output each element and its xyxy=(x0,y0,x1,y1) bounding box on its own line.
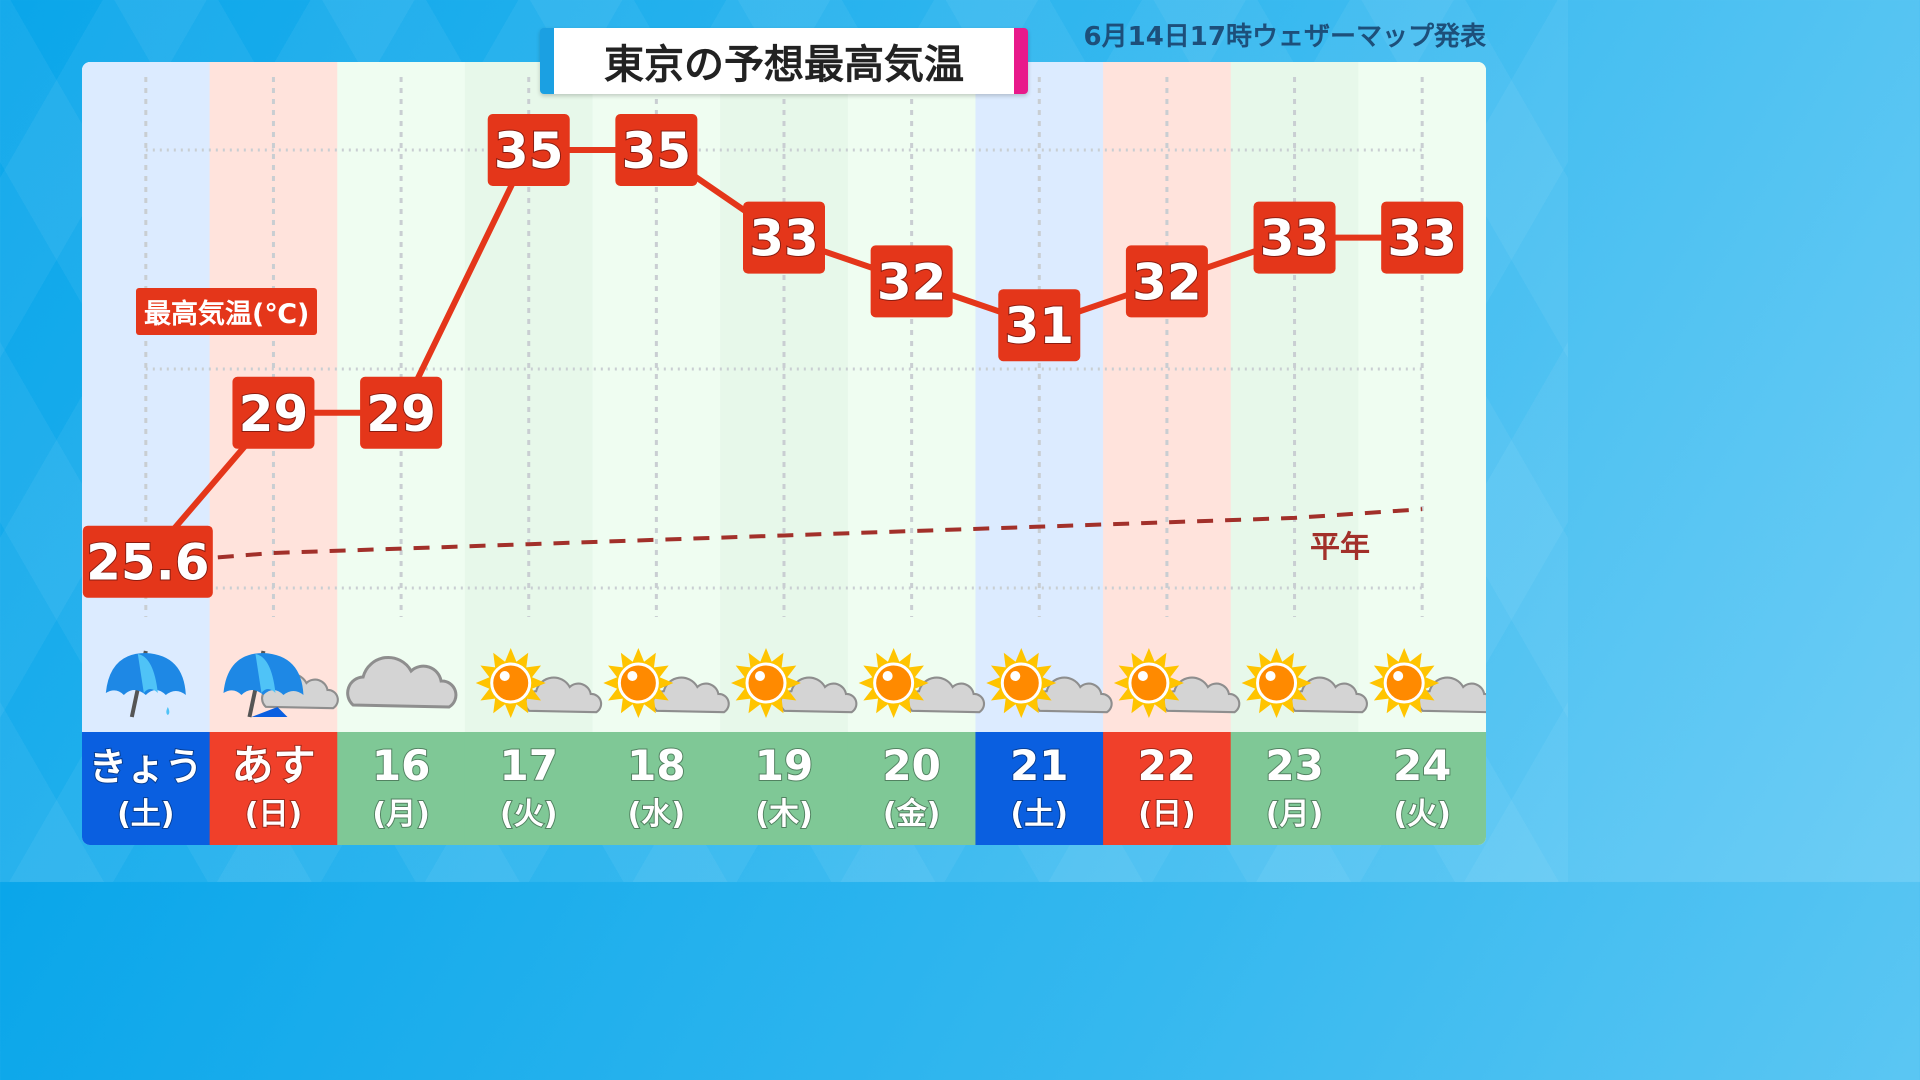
day-of-week-label: (日) xyxy=(1138,797,1195,832)
date-label: 21 xyxy=(1010,741,1068,790)
transition-arrow-icon xyxy=(251,707,288,717)
sun-icon xyxy=(603,648,674,718)
date-label: あす xyxy=(231,741,315,790)
raindrop-icon xyxy=(166,707,170,715)
rain-icon xyxy=(105,650,186,718)
date-cell xyxy=(720,732,849,845)
high-temp-label: 25.6 xyxy=(82,525,213,598)
day-of-week-label: (火) xyxy=(500,797,557,832)
day-of-week-label: (木) xyxy=(755,797,812,832)
sun-icon xyxy=(986,648,1057,718)
date-cell xyxy=(592,732,722,845)
date-label: 23 xyxy=(1265,741,1323,790)
date-cell xyxy=(1358,732,1486,845)
high-temp-label: 29 xyxy=(232,376,315,449)
temp-box xyxy=(82,525,213,598)
temp-value: 33 xyxy=(1260,210,1330,268)
sunny-cloudy-icon xyxy=(1369,648,1486,718)
page-title: 東京の予想最高気温 xyxy=(540,28,1028,94)
date-cell xyxy=(464,732,594,845)
date-cell xyxy=(337,732,466,845)
umbrella-icon xyxy=(105,650,186,718)
date-label: 22 xyxy=(1138,741,1196,790)
temp-value: 29 xyxy=(366,385,436,443)
date-cell xyxy=(975,732,1105,845)
temp-value: 31 xyxy=(1004,297,1074,355)
temp-value: 35 xyxy=(622,122,692,180)
temp-box xyxy=(360,376,443,449)
sunny-cloudy-icon xyxy=(603,648,730,718)
temp-box xyxy=(232,376,315,449)
cloudy-icon xyxy=(346,655,458,709)
temp-value: 33 xyxy=(1387,210,1457,268)
day-of-week-label: (月) xyxy=(372,797,429,832)
high-temp-label: 29 xyxy=(360,376,443,449)
date-label: 18 xyxy=(627,741,685,790)
high-temp-label: 32 xyxy=(870,245,953,318)
day-of-week-label: (火) xyxy=(1393,797,1450,832)
temp-value: 32 xyxy=(877,253,947,311)
sun-icon xyxy=(1113,648,1184,718)
high-temp-label: 33 xyxy=(743,201,825,274)
temp-value: 33 xyxy=(749,210,819,268)
sunny-cloudy-icon xyxy=(986,648,1113,718)
temp-box xyxy=(998,289,1081,362)
sunny-cloudy-icon xyxy=(1113,648,1241,718)
date-cell xyxy=(1103,732,1232,845)
sunny-cloudy-icon xyxy=(731,648,858,718)
day-of-week-label: (土) xyxy=(117,797,174,832)
date-label: 17 xyxy=(500,741,558,790)
high-temp-label: 33 xyxy=(1253,201,1336,274)
date-cell xyxy=(209,732,339,845)
temp-box xyxy=(1381,201,1464,274)
sunny-cloudy-icon xyxy=(858,648,986,718)
day-of-week-label: (土) xyxy=(1011,797,1068,832)
high-temp-label: 35 xyxy=(487,114,570,186)
high-temp-label: 32 xyxy=(1125,245,1208,318)
sun-icon xyxy=(858,648,929,718)
y-axis-label: 最高気温(℃) xyxy=(136,288,318,335)
temp-box xyxy=(487,114,570,186)
high-temp-label: 33 xyxy=(1381,201,1464,274)
temp-box xyxy=(1125,245,1208,318)
sunny-cloudy-icon xyxy=(1241,648,1368,718)
normal-line xyxy=(217,507,1423,560)
sun-icon xyxy=(1369,648,1440,718)
day-of-week-label: (日) xyxy=(245,797,302,832)
issued-time: 6月14日17時ウェザーマップ発表 xyxy=(1083,22,1486,52)
temp-box xyxy=(743,201,825,274)
date-label: きょう xyxy=(89,745,203,789)
normal-series-label: 平年 xyxy=(1310,530,1370,565)
high-temp-label: 35 xyxy=(615,114,698,186)
sun-icon xyxy=(731,648,801,718)
date-label: 19 xyxy=(755,741,813,790)
temperature-chart: 25.6 きょう (土) 29 あす (日) 29 16 (月) 35 17 (火) 35 18 (水) 33… xyxy=(82,62,1486,845)
rain-then-cloud-icon xyxy=(223,650,339,718)
temp-value: 29 xyxy=(239,385,309,443)
temp-value: 32 xyxy=(1132,253,1202,311)
temp-box xyxy=(1253,201,1336,274)
chart-panel: 25.6 きょう (土) 29 あす (日) 29 16 (月) 35 17 (火) 35 18 (水) 33… xyxy=(82,62,1486,845)
date-cell xyxy=(847,732,977,845)
cloud-icon xyxy=(346,655,458,709)
sun-icon xyxy=(1241,648,1312,718)
date-label: 16 xyxy=(372,741,430,790)
date-label: 24 xyxy=(1393,741,1451,790)
sun-icon xyxy=(475,648,546,718)
temp-value: 25.6 xyxy=(86,534,209,592)
date-cell xyxy=(1230,732,1360,845)
day-of-week-label: (金) xyxy=(883,797,940,832)
temp-value: 35 xyxy=(494,122,564,180)
temp-box xyxy=(615,114,698,186)
date-cell xyxy=(82,732,211,845)
temp-box xyxy=(870,245,953,318)
high-temp-label: 31 xyxy=(998,289,1081,362)
date-label: 20 xyxy=(882,741,940,790)
day-of-week-label: (月) xyxy=(1266,797,1323,832)
day-of-week-label: (水) xyxy=(628,797,685,832)
umbrella-icon xyxy=(223,650,304,718)
sunny-cloudy-icon xyxy=(475,648,603,718)
